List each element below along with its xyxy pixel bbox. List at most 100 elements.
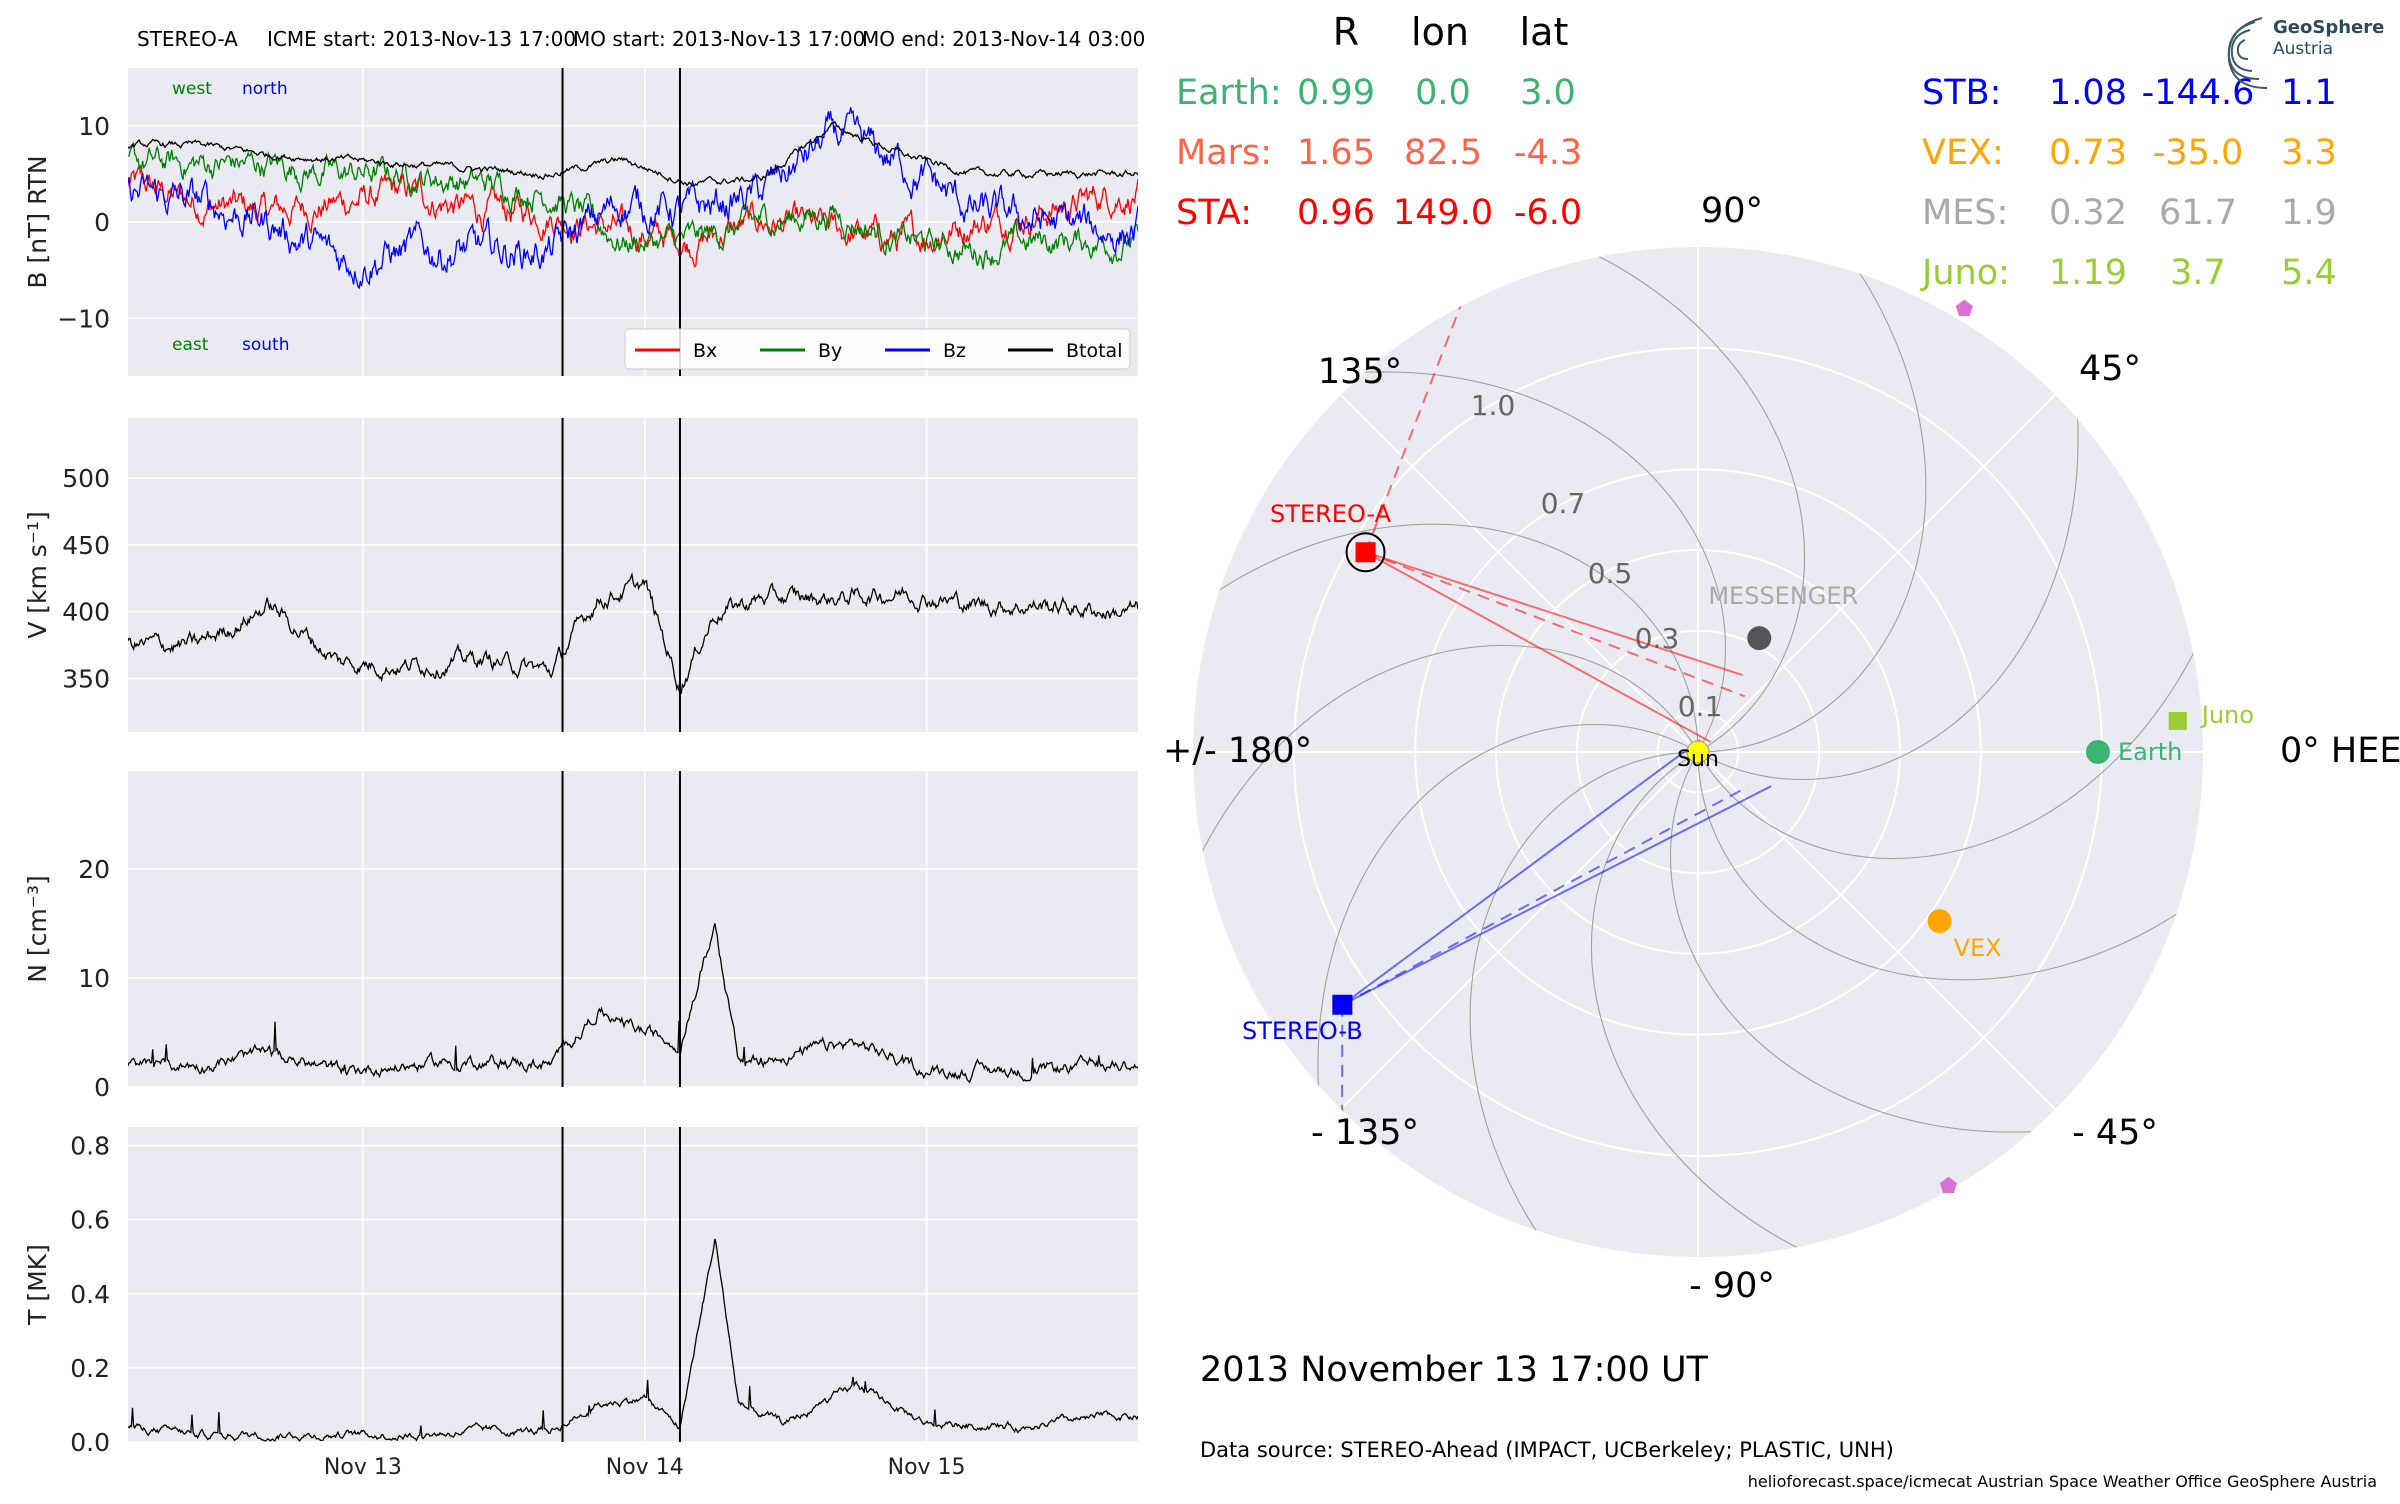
label-juno: Juno — [2200, 701, 2254, 729]
data-source-label: Data source: STEREO-Ahead (IMPACT, UCBer… — [1200, 1438, 1894, 1462]
table-row-r: 1.08 — [2049, 73, 2127, 113]
parker-spiral-line — [1697, 257, 1927, 753]
mo-end-label: MO end: 2013-Nov-14 03:00 — [862, 27, 1145, 51]
polar-theta-label: 0° HEEQ — [2280, 731, 2400, 771]
y-tick-label: 0.8 — [70, 1132, 110, 1161]
marker-earth — [2085, 740, 2110, 764]
logo-line2: Austria — [2273, 39, 2333, 59]
y-tick-label: 450 — [62, 531, 110, 560]
y-axis-label: B [nT] RTN — [23, 155, 52, 288]
position-table: Earth: 0.99 0.0 3.0 Mars: 1.65 82.5 -4.3 STA: 0.9… — [1176, 73, 2337, 293]
table-row-r: 0.99 — [1297, 73, 1375, 113]
polar-theta-label: +/- 180° — [1163, 731, 1312, 771]
y-axis-label: V [km s⁻¹] — [23, 511, 52, 639]
legend-label-btotal: Btotal — [1066, 340, 1122, 362]
polar-theta-label: - 90° — [1689, 1266, 1775, 1306]
y-tick-label: 0.0 — [70, 1428, 110, 1457]
table-row-r: 0.32 — [2049, 193, 2127, 233]
marker-unlabeled-1 — [1955, 299, 1973, 316]
series-line-n — [128, 923, 1138, 1084]
parker-spiral-line — [1590, 751, 1815, 1257]
marker-stereo-a — [1355, 542, 1376, 563]
series-line-bz — [128, 107, 1138, 290]
table-row-lon: 0.0 — [1415, 73, 1471, 113]
sta-field-line — [1365, 551, 1743, 676]
parker-spiral-line — [1669, 751, 2051, 1133]
table-header-r: R — [1333, 10, 1359, 54]
series-line-by — [128, 141, 1138, 270]
sta-field-line-dashed — [1364, 247, 1512, 553]
x-tick-label: Nov 13 — [324, 1455, 402, 1480]
table-row-r: 0.73 — [2049, 133, 2127, 173]
polar-theta-gridline — [1340, 394, 1699, 753]
table-row-name: VEX: — [1922, 133, 2004, 173]
table-row-lat: -6.0 — [1514, 193, 1582, 233]
series-line-v — [128, 571, 1138, 695]
label-stereo-b: STEREO-B — [1242, 1017, 1363, 1045]
polar-r-tick-label: 0.1 — [1678, 690, 1723, 723]
panel-2: 500 450 400 350 V [km s⁻¹] — [23, 418, 1138, 732]
polar-r-tick-label: 0.5 — [1588, 557, 1633, 590]
table-row-lat: 5.4 — [2281, 253, 2337, 293]
legend: Bx By Bz Btotal — [624, 328, 1131, 370]
table-row-lat: 1.1 — [2281, 73, 2337, 113]
y-tick-label: 0.6 — [70, 1206, 110, 1235]
panel-3: 20 10 0 N [cm⁻³] — [23, 771, 1138, 1102]
parker-spiral-line — [1193, 644, 1699, 869]
table-row-lat: 3.3 — [2281, 133, 2337, 173]
y-tick-label: 0.2 — [70, 1354, 110, 1383]
stb-field-line — [1341, 739, 1701, 1006]
table-row-r: 0.96 — [1297, 193, 1375, 233]
table-row-r: 1.19 — [2049, 253, 2127, 293]
annotation-south: south — [242, 335, 289, 355]
x-tick-label: Nov 15 — [888, 1455, 966, 1480]
geosphere-logo: GeoSphere Austria — [2227, 17, 2384, 89]
parker-spiral-line — [1317, 723, 1699, 1105]
marker-vex — [1927, 909, 1952, 934]
marker-messenger — [1747, 626, 1772, 651]
annotation-west: west — [172, 79, 212, 99]
sta-field-line-dashed — [1365, 551, 1746, 698]
parker-spiral-line — [1581, 247, 1806, 753]
timeseries-panels: 10 0 −10B [nT] RTN west north east south Bx By Bz… — [23, 68, 1138, 1480]
label-messenger: MESSENGER — [1708, 582, 1858, 610]
y-tick-label: 10 — [78, 964, 110, 993]
spacecraft-title: STEREO-A — [137, 27, 238, 51]
y-tick-label: 0 — [94, 1073, 110, 1102]
table-row-lon: 61.7 — [2159, 193, 2237, 233]
table-row-name: Juno: — [1920, 253, 2010, 293]
label-sun: Sun — [1677, 747, 1719, 772]
mo-start-label: MO start: 2013-Nov-13 17:00 — [573, 27, 865, 51]
table-row-lon: 82.5 — [1404, 133, 1482, 173]
polar-r-tick-label: 0.7 — [1541, 487, 1586, 520]
marker-sun — [1686, 740, 1710, 764]
icme-start-label: ICME start: 2013-Nov-13 17:00 — [267, 27, 576, 51]
panel-background — [128, 418, 1138, 732]
y-tick-label: 400 — [62, 598, 110, 627]
sta-highlight-ring — [1345, 532, 1386, 573]
logo-line1: GeoSphere — [2273, 17, 2384, 38]
table-row-name: Mars: — [1176, 133, 1272, 173]
y-tick-label: 350 — [62, 665, 110, 694]
table-row-name: STB: — [1922, 73, 2001, 113]
y-tick-label: 0 — [94, 208, 110, 237]
table-row-name: MES: — [1922, 193, 2008, 233]
series-line-bx — [128, 164, 1138, 268]
parker-spiral-line — [1469, 751, 1699, 1247]
marker-stereo-b — [1332, 994, 1353, 1015]
stb-field-line-dashed — [1341, 785, 1749, 1006]
polar-plot: 0.1 0.30.5 0.7 1.0 0° HEEQ 45° 90° 135° +/- 180°… — [1163, 191, 2400, 1306]
footer-credits: helioforecast.space/icmecat Austrian Spa… — [1748, 1472, 2377, 1491]
y-axis-label: T [MK] — [23, 1244, 52, 1326]
label-vex: VEX — [1954, 934, 2002, 962]
table-row-name: Earth: — [1176, 73, 1282, 113]
panel-background — [128, 1127, 1138, 1442]
y-tick-label: 20 — [78, 855, 110, 884]
table-header-lon: lon — [1411, 10, 1469, 54]
label-stereo-a: STEREO-A — [1270, 500, 1392, 528]
parker-spiral-line — [1697, 635, 2203, 860]
table-row-lon: 149.0 — [1393, 193, 1493, 233]
datetime-label: 2013 November 13 17:00 UT — [1200, 1350, 1709, 1390]
